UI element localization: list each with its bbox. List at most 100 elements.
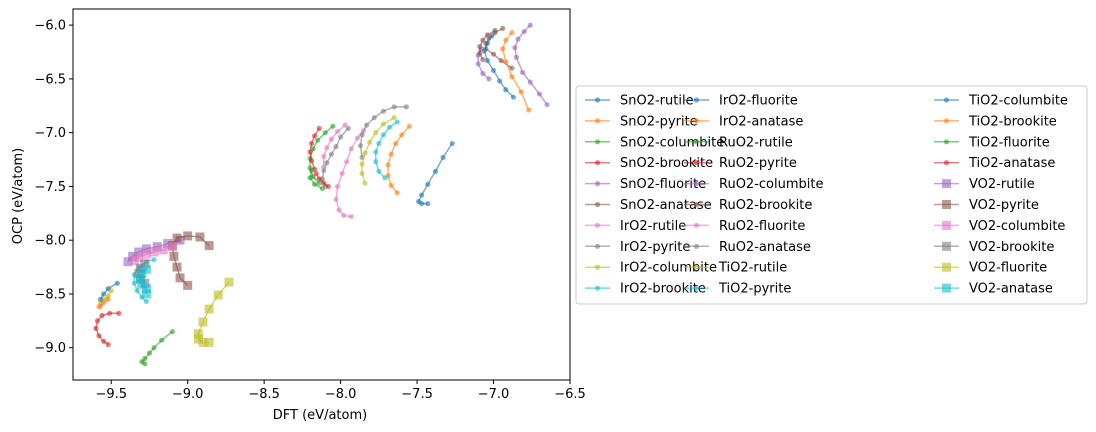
legend-marker (942, 283, 951, 293)
legend-label: VO2-anatase (969, 282, 1053, 297)
data-point (94, 318, 101, 324)
data-point (419, 192, 425, 198)
legend-marker (594, 243, 601, 249)
data-point (432, 168, 439, 174)
legend-marker (693, 285, 700, 291)
data-point (316, 180, 322, 186)
legend-label: VO2-columbite (969, 219, 1065, 234)
data-point (313, 170, 319, 177)
data-point (135, 274, 145, 284)
x-tick-label: −7.5 (401, 387, 433, 402)
legend-entry: SnO2-fluorite (585, 177, 706, 192)
legend-label: IrO2-anatase (719, 114, 803, 129)
legend: SnO2-rutile SnO2-pyrite SnO2-columbite SnO2… (575, 85, 1088, 305)
data-point (312, 181, 318, 187)
legend-entry: RuO2-brookite (684, 198, 812, 213)
data-point (509, 74, 515, 80)
legend-marker (693, 201, 700, 208)
data-point (425, 201, 431, 207)
y-tick-label: −7.5 (34, 180, 66, 195)
legend-entry: TiO2-anatase (934, 156, 1055, 171)
data-point (484, 58, 491, 64)
legend-label: SnO2-brookite (620, 156, 713, 171)
data-point (486, 76, 492, 82)
data-point (510, 94, 517, 100)
legend-label: VO2-fluorite (969, 261, 1047, 276)
data-point (141, 289, 151, 299)
legend-entry: SnO2-pyrite (585, 114, 698, 129)
legend-marker (594, 222, 601, 228)
data-point (307, 149, 313, 155)
data-point (123, 257, 133, 267)
data-point (107, 310, 113, 316)
data-point (527, 79, 533, 85)
data-point (425, 181, 431, 187)
legend-entry: RuO2-columbite (684, 177, 823, 192)
series-TiO2-rutile (359, 115, 397, 186)
data-point (328, 151, 335, 157)
data-point (93, 325, 99, 331)
series-TiO2-fluorite (307, 167, 325, 192)
data-point (146, 350, 153, 356)
series-RuO2-brookite (477, 27, 498, 63)
legend-marker (693, 243, 700, 249)
data-point (193, 329, 203, 339)
data-point (151, 256, 157, 263)
x-tick-label: −9.5 (95, 387, 127, 402)
data-point (129, 256, 139, 266)
data-point (527, 22, 533, 28)
series-RuO2-anatase (357, 104, 409, 160)
data-point (373, 149, 379, 155)
y-tick-label: −8.5 (34, 287, 66, 302)
legend-label: RuO2-anatase (719, 240, 811, 255)
legend-marker (942, 200, 951, 209)
data-point (544, 102, 550, 108)
legend-label: TiO2-rutile (718, 261, 787, 276)
data-point (96, 304, 102, 310)
legend-entry: IrO2-pyrite (585, 240, 690, 255)
legend-entry: VO2-columbite (934, 219, 1065, 234)
data-point (498, 58, 504, 64)
data-point (393, 140, 399, 147)
data-point (134, 288, 140, 294)
legend-marker (594, 285, 601, 291)
data-point (371, 115, 377, 121)
data-point (322, 130, 328, 136)
data-point (100, 291, 107, 297)
series-line (315, 173, 329, 188)
data-layer (93, 22, 550, 367)
legend-entry: RuO2-fluorite (684, 219, 805, 234)
series-line (309, 170, 323, 190)
data-point (142, 355, 148, 362)
legend-marker (594, 139, 601, 145)
legend-entry: IrO2-fluorite (684, 94, 798, 109)
data-point (364, 122, 370, 128)
x-axis-label: DFT (eV/atom) (273, 408, 367, 423)
legend-box (575, 85, 1088, 305)
data-point (308, 167, 315, 173)
series-line (99, 282, 118, 300)
data-point (500, 25, 506, 31)
data-point (140, 259, 150, 269)
data-point (330, 123, 336, 129)
data-point (492, 27, 498, 34)
series-IrO2-anatase (500, 30, 532, 113)
x-tick-label: −8.0 (325, 387, 357, 402)
data-point (380, 108, 387, 114)
legend-label: SnO2-rutile (620, 94, 694, 109)
series-SnO2-columbite (139, 329, 175, 367)
legend-entry: TiO2-fluorite (934, 135, 1050, 150)
x-tick-label: −8.5 (248, 387, 280, 402)
data-point (391, 104, 397, 110)
series-line (321, 127, 349, 187)
data-point (362, 150, 368, 156)
data-point (503, 59, 509, 65)
legend-entry: IrO2-rutile (585, 219, 686, 234)
series-VO2-fluorite (193, 277, 234, 347)
data-point (480, 37, 486, 43)
legend-label: VO2-brookite (969, 240, 1054, 255)
legend-label: TiO2-anatase (968, 156, 1055, 171)
data-point (213, 290, 223, 300)
legend-entry: TiO2-rutile (684, 261, 787, 276)
